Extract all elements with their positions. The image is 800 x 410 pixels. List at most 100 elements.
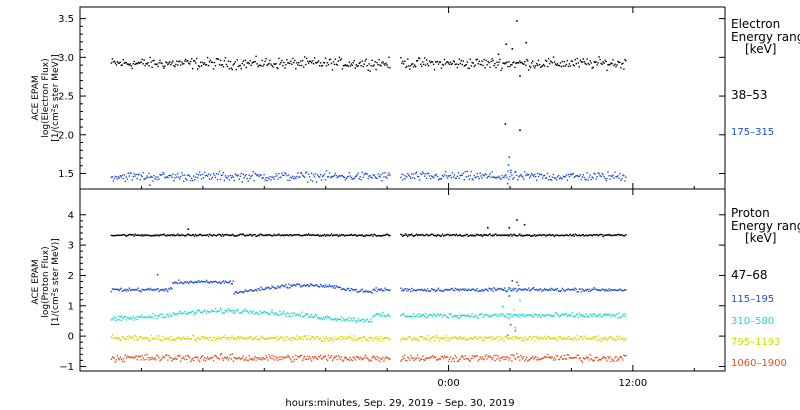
data-point: [388, 339, 390, 341]
data-point: [216, 357, 219, 359]
data-point: [419, 336, 421, 338]
data-point: [360, 65, 362, 67]
data-point: [525, 174, 527, 177]
data-point: [564, 358, 567, 360]
data-point: [557, 290, 560, 292]
data-point: [542, 337, 545, 339]
data-point: [272, 176, 274, 178]
data-point: [409, 288, 411, 291]
data-point: [275, 234, 277, 236]
data-point: [543, 335, 546, 337]
data-point: [281, 313, 283, 315]
data-point: [131, 234, 133, 236]
data-point: [389, 315, 391, 318]
data-point: [115, 176, 118, 178]
data-point: [569, 356, 572, 359]
data-point: [345, 318, 347, 321]
data-point: [622, 337, 624, 339]
data-point: [502, 234, 504, 236]
data-point: [138, 234, 140, 236]
data-point-spike: [514, 330, 517, 332]
data-point: [347, 65, 349, 67]
data-point: [270, 336, 272, 339]
data-point: [274, 234, 276, 237]
data-point: [599, 313, 601, 315]
data-point: [245, 338, 247, 340]
data-point: [534, 313, 536, 315]
data-point: [195, 356, 197, 358]
data-point: [500, 235, 502, 237]
data-point: [464, 64, 466, 66]
data-point: [531, 338, 533, 341]
data-point: [171, 62, 173, 64]
data-point: [140, 316, 142, 318]
data-point: [407, 356, 409, 359]
data-point: [588, 176, 590, 178]
data-point: [285, 356, 287, 358]
data-point: [291, 63, 293, 65]
data-point: [133, 289, 135, 291]
data-point: [125, 357, 127, 359]
data-point: [534, 357, 536, 359]
data-point: [400, 339, 402, 341]
data-point: [273, 286, 275, 288]
data-point: [123, 234, 125, 236]
data-point: [134, 317, 136, 320]
data-point: [335, 174, 338, 177]
data-point: [574, 337, 576, 339]
data-point: [354, 176, 356, 178]
data-point: [346, 358, 348, 361]
data-point: [415, 290, 417, 292]
data-point-spike: [506, 182, 509, 185]
data-point: [145, 358, 147, 361]
data-point: [169, 288, 171, 291]
data-point: [366, 234, 368, 237]
data-point: [513, 177, 515, 179]
data-point: [122, 59, 124, 61]
data-point: [259, 174, 261, 176]
data-point: [125, 235, 127, 237]
data-point: [615, 234, 617, 237]
data-point: [619, 288, 621, 290]
data-point: [583, 315, 585, 318]
data-point: [239, 291, 241, 293]
data-point: [555, 337, 558, 340]
data-point: [550, 287, 553, 290]
data-point: [215, 311, 218, 313]
data-point: [276, 234, 278, 236]
data-point: [246, 234, 248, 236]
data-point: [228, 179, 231, 181]
data-point: [239, 312, 241, 314]
data-point: [459, 288, 461, 290]
data-point: [224, 234, 227, 236]
data-point: [143, 316, 145, 319]
data-point: [471, 234, 473, 236]
data-point: [363, 335, 365, 338]
data-point: [489, 66, 491, 68]
data-point: [193, 234, 195, 236]
data-point: [433, 68, 436, 71]
data-point: [587, 315, 589, 318]
data-point: [532, 355, 534, 358]
data-point: [293, 336, 295, 339]
data-point: [417, 175, 419, 178]
data-point: [518, 356, 520, 358]
data-point: [148, 289, 150, 291]
data-point: [112, 288, 115, 290]
data-point: [475, 234, 477, 236]
data-point: [609, 63, 611, 66]
data-point: [352, 289, 354, 292]
data-point: [175, 174, 177, 176]
data-point: [302, 316, 304, 318]
data-point: [178, 176, 180, 178]
data-point: [504, 315, 506, 318]
data-point: [251, 338, 253, 340]
data-point: [315, 357, 318, 360]
data-point: [222, 336, 225, 338]
data-point: [266, 312, 268, 314]
data-point: [235, 68, 237, 71]
data-point: [386, 64, 388, 66]
data-point: [456, 234, 459, 237]
data-point: [513, 339, 515, 341]
data-point: [182, 312, 184, 315]
